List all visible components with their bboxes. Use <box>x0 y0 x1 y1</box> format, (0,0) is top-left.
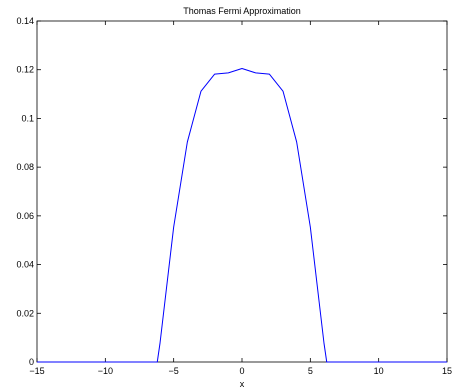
y-tick-label: 0.04 <box>16 260 34 270</box>
x-tick-labels: −15 −10 −5 0 5 10 15 <box>29 366 452 376</box>
chart-title: Thomas Fermi Approximation <box>183 6 301 16</box>
x-axis-label: x <box>240 379 245 389</box>
x-tick-label: −10 <box>98 366 113 376</box>
y-tick-label: 0.1 <box>21 113 34 123</box>
series-line-0 <box>37 68 447 363</box>
axes-frame <box>36 20 448 363</box>
x-tick-label: 0 <box>239 366 244 376</box>
axis-ticks <box>36 20 448 363</box>
plot-area <box>36 20 448 363</box>
x-tick-label: −5 <box>169 366 179 376</box>
x-tick-label: 5 <box>308 366 313 376</box>
y-tick-label: 0.12 <box>16 65 34 75</box>
y-tick-label: 0.06 <box>16 211 34 221</box>
series-group <box>37 68 447 363</box>
y-tick-label: 0.08 <box>16 162 34 172</box>
x-tick-label: 15 <box>442 366 452 376</box>
y-tick-label: 0 <box>29 357 34 367</box>
y-tick-labels: 0 0.02 0.04 0.06 0.08 0.1 0.12 0.14 <box>16 16 34 367</box>
x-tick-label: 10 <box>374 366 384 376</box>
x-tick-label: −15 <box>29 366 44 376</box>
y-tick-label: 0.14 <box>16 16 34 26</box>
y-tick-label: 0.02 <box>16 308 34 318</box>
